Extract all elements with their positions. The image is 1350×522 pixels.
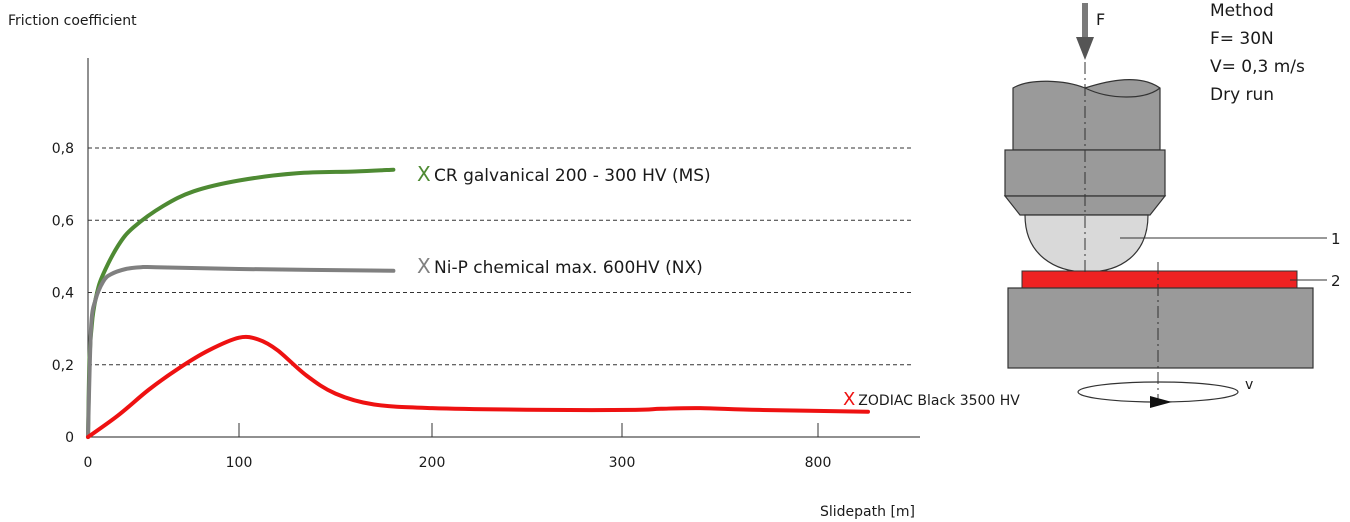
callout-1: 1 — [1331, 230, 1341, 248]
coated-sample — [1021, 270, 1298, 289]
x-tick-label: 300 — [609, 455, 636, 471]
force-arrow-icon — [1076, 3, 1094, 60]
method-velocity: V= 0,3 m/s — [1210, 57, 1305, 77]
x-tick-label: 800 — [805, 455, 832, 471]
ball-specimen — [1024, 214, 1149, 273]
x-axis-label: Slidepath [m] — [820, 504, 915, 520]
y-tick-label: 0,8 — [52, 141, 74, 157]
method-condition: Dry run — [1210, 85, 1274, 105]
y-axis-label: Friction coefficient — [8, 13, 137, 29]
force-label: F — [1096, 10, 1105, 29]
series-line-zodiac-black — [86, 334, 870, 439]
series-label: ZODIAC Black 3500 HV — [858, 393, 1020, 409]
gridlines — [88, 147, 912, 366]
y-ticks: 0 0,2 0,4 0,6 0,8 — [52, 141, 74, 446]
y-tick-label: 0,6 — [52, 213, 74, 229]
series-marker-x: X — [417, 162, 431, 186]
pin-on-disc-diagram: F Method F= 30N V= 0,3 m/s Dry run v — [1003, 1, 1341, 408]
x-tick-label: 0 — [84, 455, 93, 471]
series-marker-x: X — [417, 254, 431, 278]
method-force: F= 30N — [1210, 29, 1274, 49]
series-label: Ni-P chemical max. 600HV (NX) — [434, 258, 703, 278]
x-tick-label: 200 — [419, 455, 446, 471]
method-text: Method F= 30N V= 0,3 m/s Dry run — [1210, 1, 1305, 105]
x-tick-label: 100 — [226, 455, 253, 471]
velocity-label: v — [1245, 377, 1253, 393]
series-label: CR galvanical 200 - 300 HV (MS) — [434, 166, 711, 186]
y-tick-label: 0 — [65, 430, 74, 446]
friction-chart: Friction coefficient Slidepath [m] 00,20… — [8, 13, 1020, 520]
series-line-ni-p-chemical — [86, 264, 396, 439]
series-lines — [86, 167, 870, 439]
method-heading: Method — [1210, 1, 1274, 21]
pin-holder — [1003, 79, 1167, 216]
series-marker-x: X — [843, 389, 855, 410]
rotation-arrow-icon — [1077, 381, 1239, 408]
y-tick-label: 0,4 — [52, 286, 74, 302]
callout-2: 2 — [1331, 272, 1341, 290]
x-ticks: 0 100 200 300 800 — [84, 423, 832, 471]
y-tick-label: 0,2 — [52, 358, 74, 374]
rotating-disc — [1007, 287, 1314, 369]
series-labels: X CR galvanical 200 - 300 HV (MS)X Ni-P ch… — [417, 162, 1020, 410]
